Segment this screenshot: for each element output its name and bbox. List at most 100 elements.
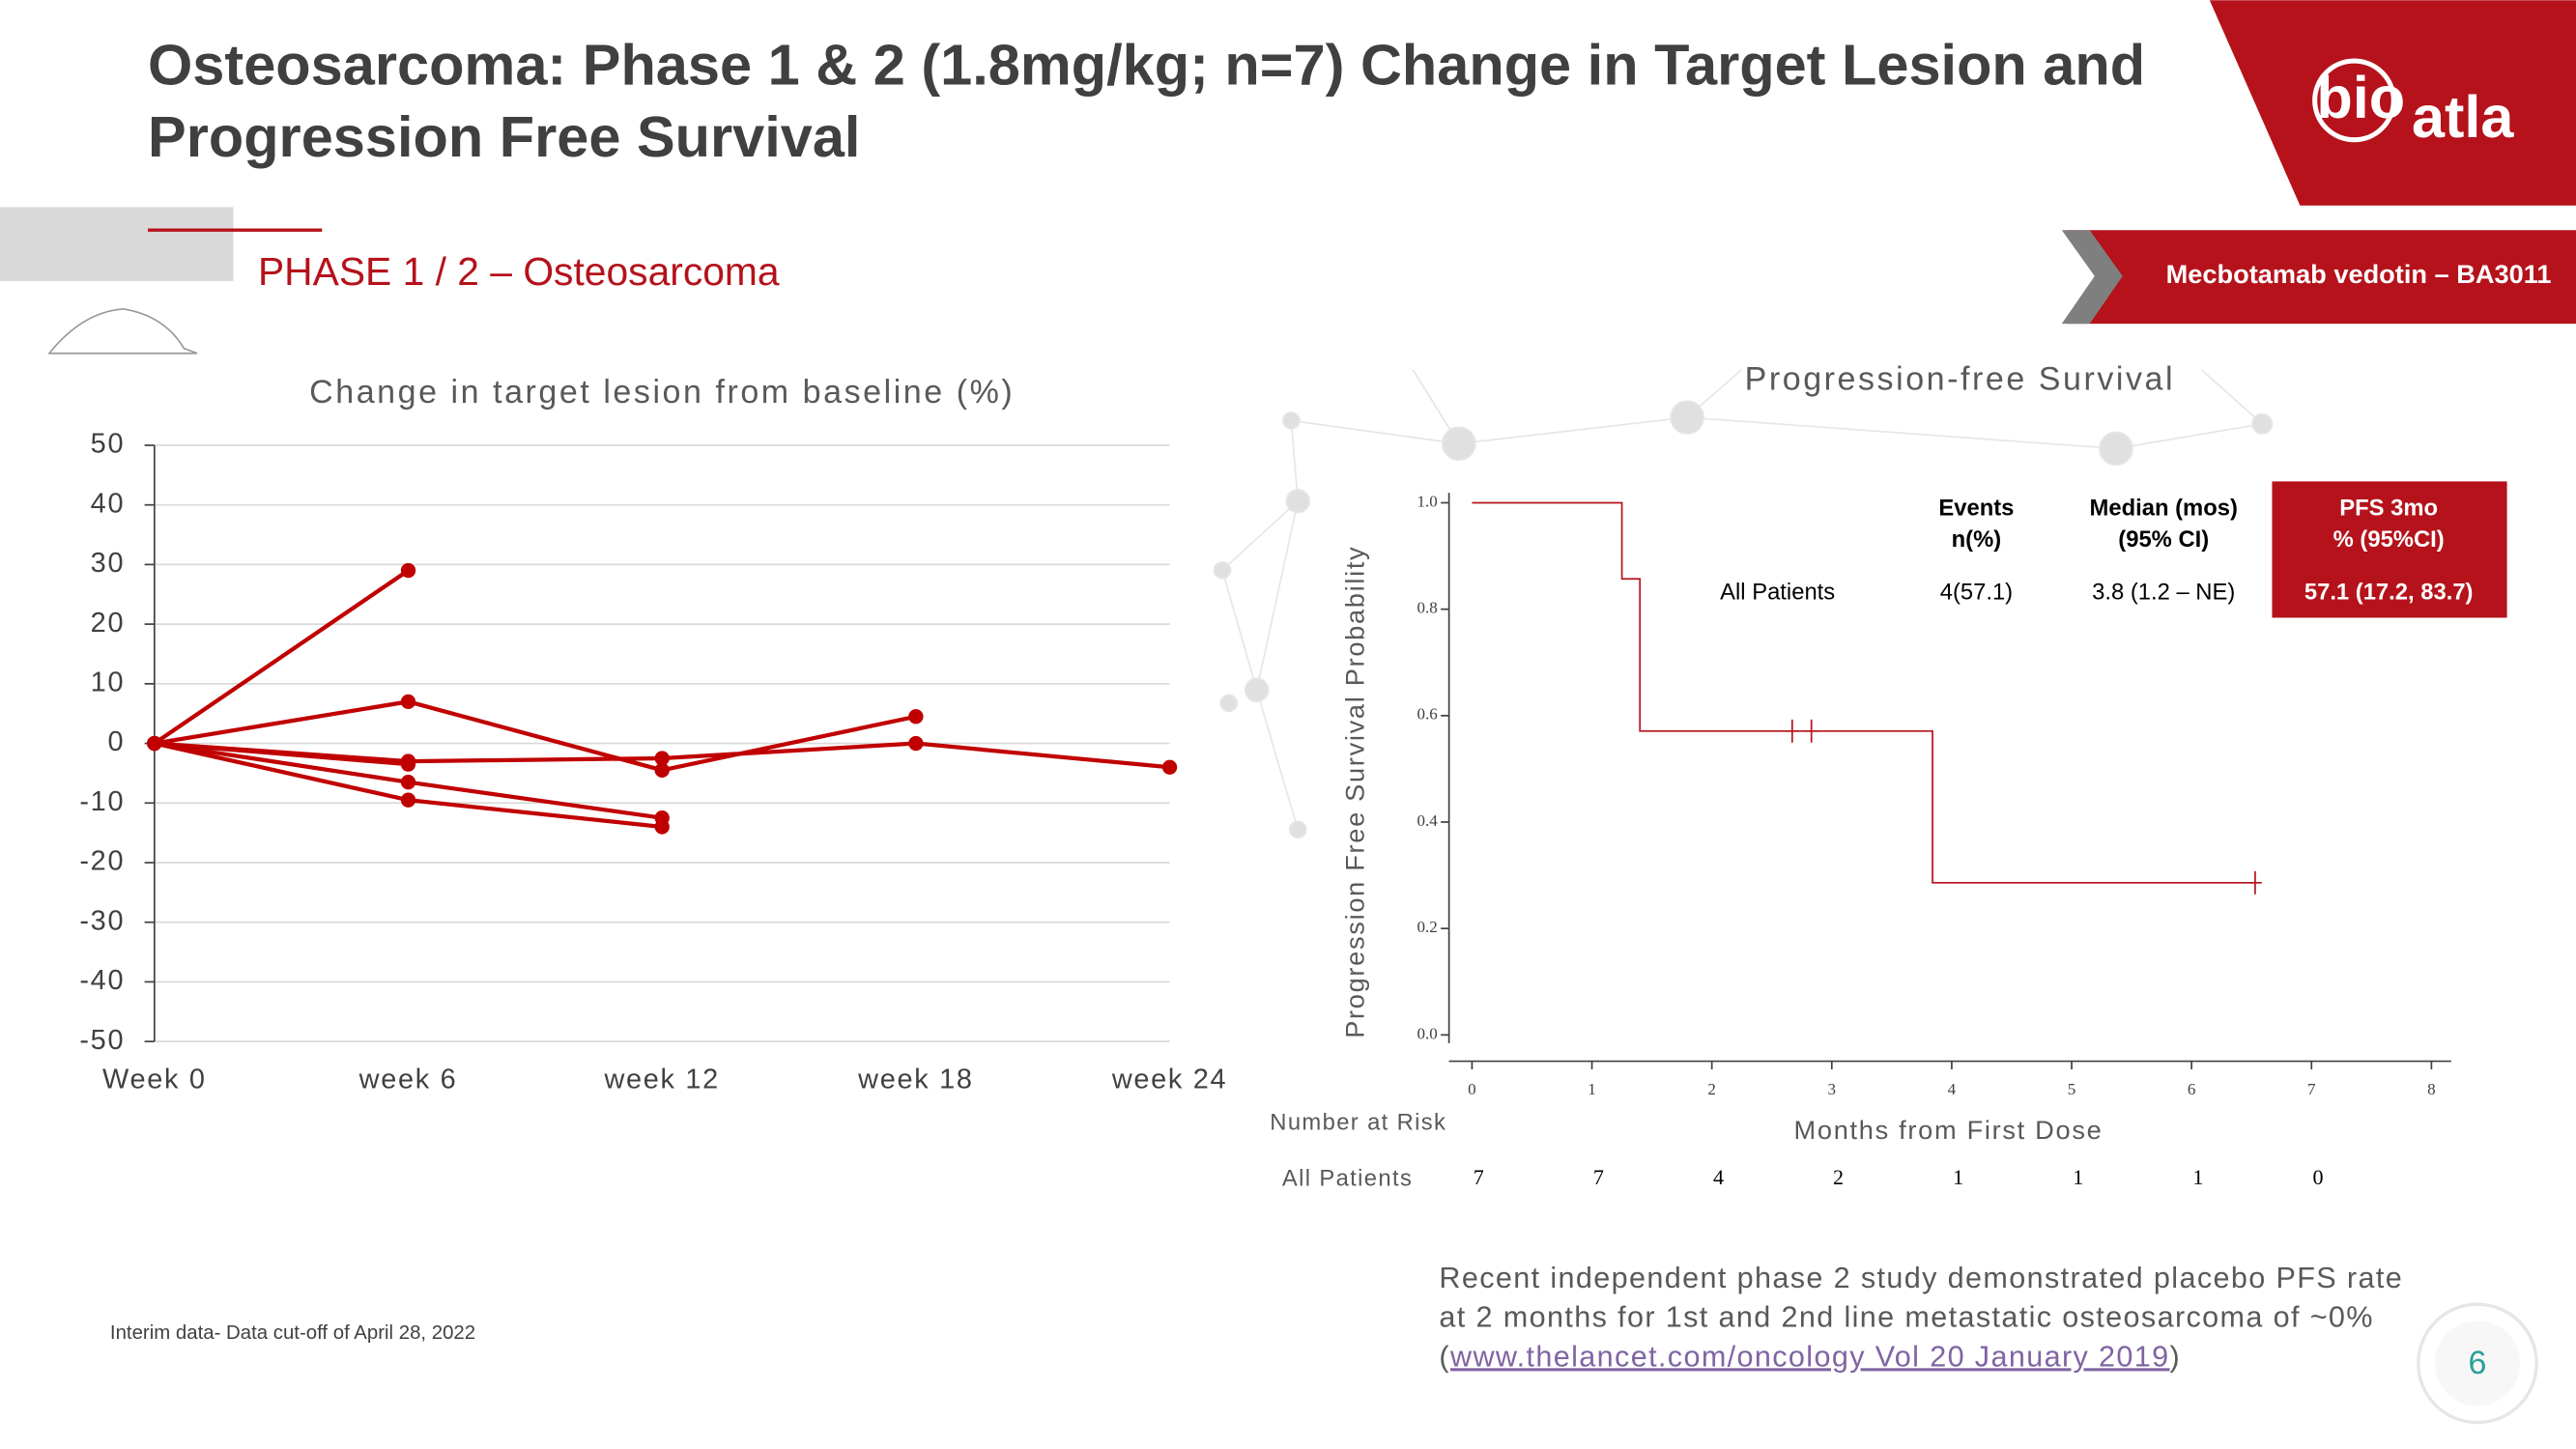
slide-title: Osteosarcoma: Phase 1 & 2 (1.8mg/kg; n=7… — [148, 32, 2145, 97]
x-tick-label: 1 — [1588, 1080, 1596, 1098]
risk-value: 2 — [1833, 1165, 1844, 1189]
bone-icon — [47, 307, 198, 355]
table-highlight — [2272, 481, 2507, 618]
table-header: Median (mos) — [2090, 496, 2238, 522]
series-line — [153, 568, 410, 746]
x-tick-label: Week 0 — [102, 1065, 207, 1095]
x-tick-label: 5 — [2068, 1080, 2076, 1098]
risk-label: All Patients — [1282, 1165, 1413, 1191]
y-axis-label: Progression Free Survival Probability — [1340, 546, 1370, 1038]
note-link[interactable]: www.thelancet.com/oncology Vol 20 Januar… — [1449, 1340, 2170, 1373]
pfs-chart: Progression-free Survival 0.0 0.2 0.4 0.6 0.8… — [1270, 361, 2507, 1191]
risk-value: 4 — [1713, 1165, 1724, 1189]
risk-value: 7 — [1474, 1165, 1484, 1189]
risk-value: 7 — [1593, 1165, 1604, 1189]
censor-mark — [1786, 719, 1799, 743]
series-line — [154, 741, 409, 767]
data-point — [147, 735, 162, 752]
table-header: n(%) — [1952, 526, 2002, 553]
badge — [2066, 230, 2576, 325]
data-point — [400, 775, 416, 790]
table-header: % (95%CI) — [2333, 526, 2445, 553]
section-bar — [0, 207, 234, 281]
note: at 2 months for 1st and 2nd line metasta… — [1439, 1301, 2373, 1334]
slide-title: Progression Free Survival — [148, 104, 860, 169]
y-tick-label: 0.2 — [1417, 918, 1437, 936]
data-point — [400, 694, 416, 710]
risk-value: 1 — [2192, 1165, 2203, 1189]
x-axis-label: Months from First Dose — [1794, 1115, 2104, 1145]
series-line — [154, 699, 917, 773]
x-tick-label: 6 — [2188, 1080, 2196, 1098]
table-header: (95% CI) — [2118, 526, 2209, 553]
page-badge-inner — [2434, 1321, 2521, 1406]
lesion-chart: Change in target lesion from baseline (%… — [79, 374, 1228, 1095]
y-tick-label: 0.6 — [1417, 705, 1437, 724]
y-tick-label: 0.4 — [1417, 811, 1438, 830]
table-cell: 4(57.1) — [1940, 579, 2013, 605]
x-tick-label: 7 — [2307, 1080, 2316, 1098]
section-title: PHASE 1 / 2 – Osteosarcoma — [258, 249, 780, 294]
risk-title: Number at Risk — [1270, 1109, 1446, 1135]
x-tick-label: week 6 — [358, 1065, 458, 1095]
table-cell: All Patients — [1720, 579, 1835, 605]
risk-value: 1 — [1953, 1165, 1963, 1189]
table-cell: 3.8 (1.2 – NE) — [2092, 579, 2235, 605]
y-tick-label: 20 — [91, 608, 126, 639]
y-tick-label: -50 — [79, 1025, 125, 1056]
chart-title: Progression-free Survival — [1745, 361, 2175, 398]
badge-text: Mecbotamab vedotin – BA3011 — [2166, 259, 2552, 289]
table-header: Events — [1938, 496, 2014, 522]
table-cell: 57.1 (17.2, 83.7) — [2304, 579, 2474, 605]
note-paren: ) — [2170, 1340, 2182, 1373]
x-tick-label: 4 — [1948, 1080, 1957, 1098]
logo-text: atla — [2412, 84, 2514, 150]
page-number: 6 — [2469, 1345, 2487, 1381]
data-point — [400, 756, 416, 772]
censor-mark — [1804, 719, 1818, 743]
y-tick-label: -20 — [79, 846, 125, 877]
data-point — [1161, 759, 1178, 775]
x-tick-label: week 24 — [1111, 1065, 1228, 1095]
x-tick-label: 0 — [1468, 1080, 1476, 1098]
x-tick-label: week 12 — [603, 1065, 720, 1095]
risk-value: 1 — [2073, 1165, 2083, 1189]
x-tick-label: 8 — [2427, 1080, 2436, 1098]
network-decoration — [1213, 369, 2274, 839]
risk-value: 0 — [2313, 1165, 2324, 1189]
x-tick-label: 3 — [1828, 1080, 1837, 1098]
logo-ring — [2312, 58, 2396, 143]
chart-title: Change in target lesion from baseline (%… — [309, 374, 1015, 411]
footnote: Interim data- Data cut-off of April 28, … — [110, 1322, 475, 1344]
data-point — [400, 562, 416, 579]
data-point — [908, 709, 924, 724]
note: (www.thelancet.com/oncology Vol 20 Janua… — [1439, 1340, 2181, 1373]
y-tick-label: 0.8 — [1417, 599, 1437, 617]
survival-curve — [1472, 501, 2255, 884]
y-tick-label: 10 — [91, 667, 126, 697]
y-tick-label: 40 — [91, 488, 126, 519]
data-point — [908, 735, 924, 752]
note-paren: ( — [1439, 1340, 1450, 1373]
y-tick-label: 50 — [91, 429, 126, 460]
data-point — [654, 751, 670, 766]
y-tick-label: 1.0 — [1417, 492, 1437, 510]
logo-text: bio — [2316, 65, 2405, 130]
y-tick-label: 0 — [107, 726, 125, 757]
x-tick-label: week 18 — [857, 1065, 974, 1095]
y-tick-label: -30 — [79, 905, 125, 936]
badge-chevron — [2061, 230, 2123, 325]
note: Recent independent phase 2 study demonst… — [1439, 1262, 2403, 1294]
y-tick-label: -40 — [79, 965, 125, 996]
y-tick-label: 30 — [91, 548, 126, 579]
y-tick-label: 0.0 — [1417, 1024, 1437, 1042]
data-point — [654, 819, 670, 835]
data-point — [400, 792, 416, 808]
censor-mark — [2248, 870, 2262, 895]
y-tick-label: -10 — [79, 786, 125, 817]
x-tick-label: 2 — [1707, 1080, 1716, 1098]
data-point — [654, 762, 670, 778]
